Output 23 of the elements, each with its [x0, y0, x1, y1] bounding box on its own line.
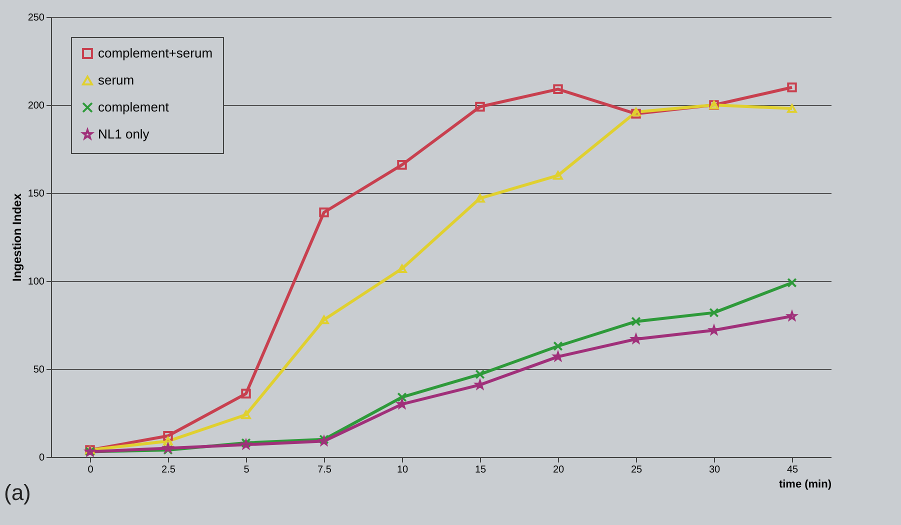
x-tick-label: 0 [88, 464, 94, 476]
x-axis-title: time (min) [778, 478, 832, 490]
legend-label: serum [98, 72, 134, 88]
y-tick-label: 50 [33, 364, 45, 376]
text: (a) [4, 480, 31, 506]
x-tick-label: 15 [474, 464, 486, 476]
x-tick-label: 7.5 [318, 464, 332, 476]
y-axis-title: Ingestion Index [10, 193, 24, 282]
x-tick-label: 2.5 [162, 464, 176, 476]
y-tick-label: 200 [28, 100, 45, 112]
x-tick-label: 45 [786, 464, 798, 476]
legend-label: NL1 only [98, 126, 150, 142]
y-tick-label: 150 [28, 188, 45, 200]
x-tick-label: 20 [552, 464, 564, 476]
y-tick-label: 0 [38, 452, 45, 464]
x-tick-label: 10 [396, 464, 408, 476]
x-tick-label: 5 [244, 464, 250, 476]
y-tick-label: 250 [28, 12, 45, 24]
legend-label: complement [98, 100, 170, 114]
legend-label: complement+serum [98, 46, 213, 60]
x-tick-label: 25 [630, 464, 642, 476]
x-tick-label: 30 [708, 464, 720, 476]
y-tick-label: 100 [28, 276, 45, 288]
